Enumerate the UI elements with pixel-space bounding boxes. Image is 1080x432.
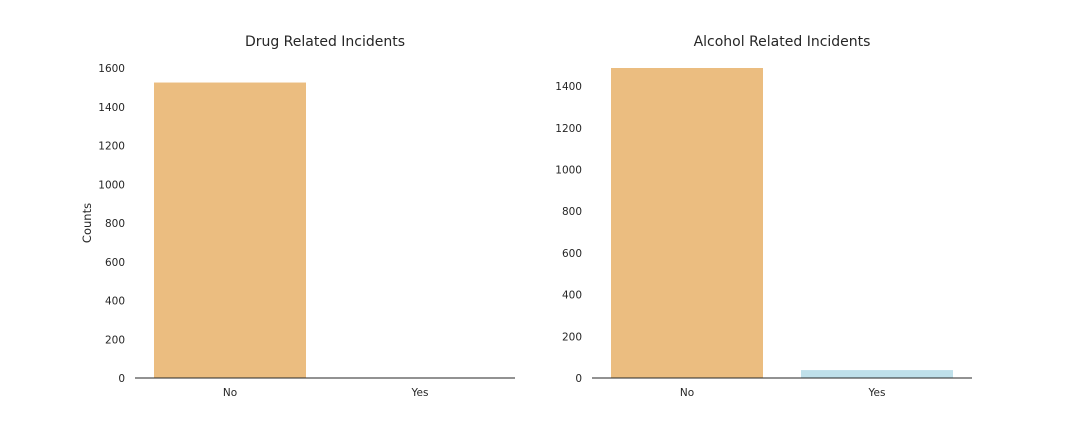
- y-tick-label: 0: [575, 373, 582, 385]
- y-tick-label: 1400: [555, 81, 582, 93]
- y-tick-label: 200: [562, 331, 582, 343]
- bar-no: [611, 68, 763, 378]
- chart-title: Drug Related Incidents: [245, 34, 405, 50]
- y-axis-label: Counts: [80, 203, 94, 243]
- y-tick-label: 200: [105, 334, 125, 346]
- y-tick-label: 0: [118, 373, 125, 385]
- y-tick-label: 400: [105, 296, 125, 308]
- x-tick-label: Yes: [411, 387, 429, 399]
- y-tick-label: 1000: [555, 165, 582, 177]
- x-tick-label: No: [223, 387, 237, 399]
- y-tick-label: 1600: [98, 63, 125, 75]
- y-tick-label: 1400: [98, 102, 125, 114]
- y-tick-label: 800: [562, 206, 582, 218]
- chart-title: Alcohol Related Incidents: [694, 34, 871, 50]
- y-tick-label: 1200: [98, 141, 125, 153]
- y-tick-label: 600: [105, 257, 125, 269]
- y-tick-label: 800: [105, 218, 125, 230]
- y-tick-label: 400: [562, 290, 582, 302]
- chart-panel-2: No Yes 0 200 400 600 800 1000 1200 1400 Alcohol Re…: [555, 34, 972, 399]
- y-tick-label: 600: [562, 248, 582, 260]
- y-tick-label: 1200: [555, 123, 582, 135]
- x-tick-label: Yes: [868, 387, 886, 399]
- y-tick-label: 1000: [98, 179, 125, 191]
- bar-yes: [801, 370, 953, 378]
- bar-no: [154, 82, 306, 378]
- chart-panel-1: No Yes 0 200 400 600 800 1000 1200 1400 1600 Drug R…: [80, 34, 515, 399]
- x-tick-label: No: [680, 387, 694, 399]
